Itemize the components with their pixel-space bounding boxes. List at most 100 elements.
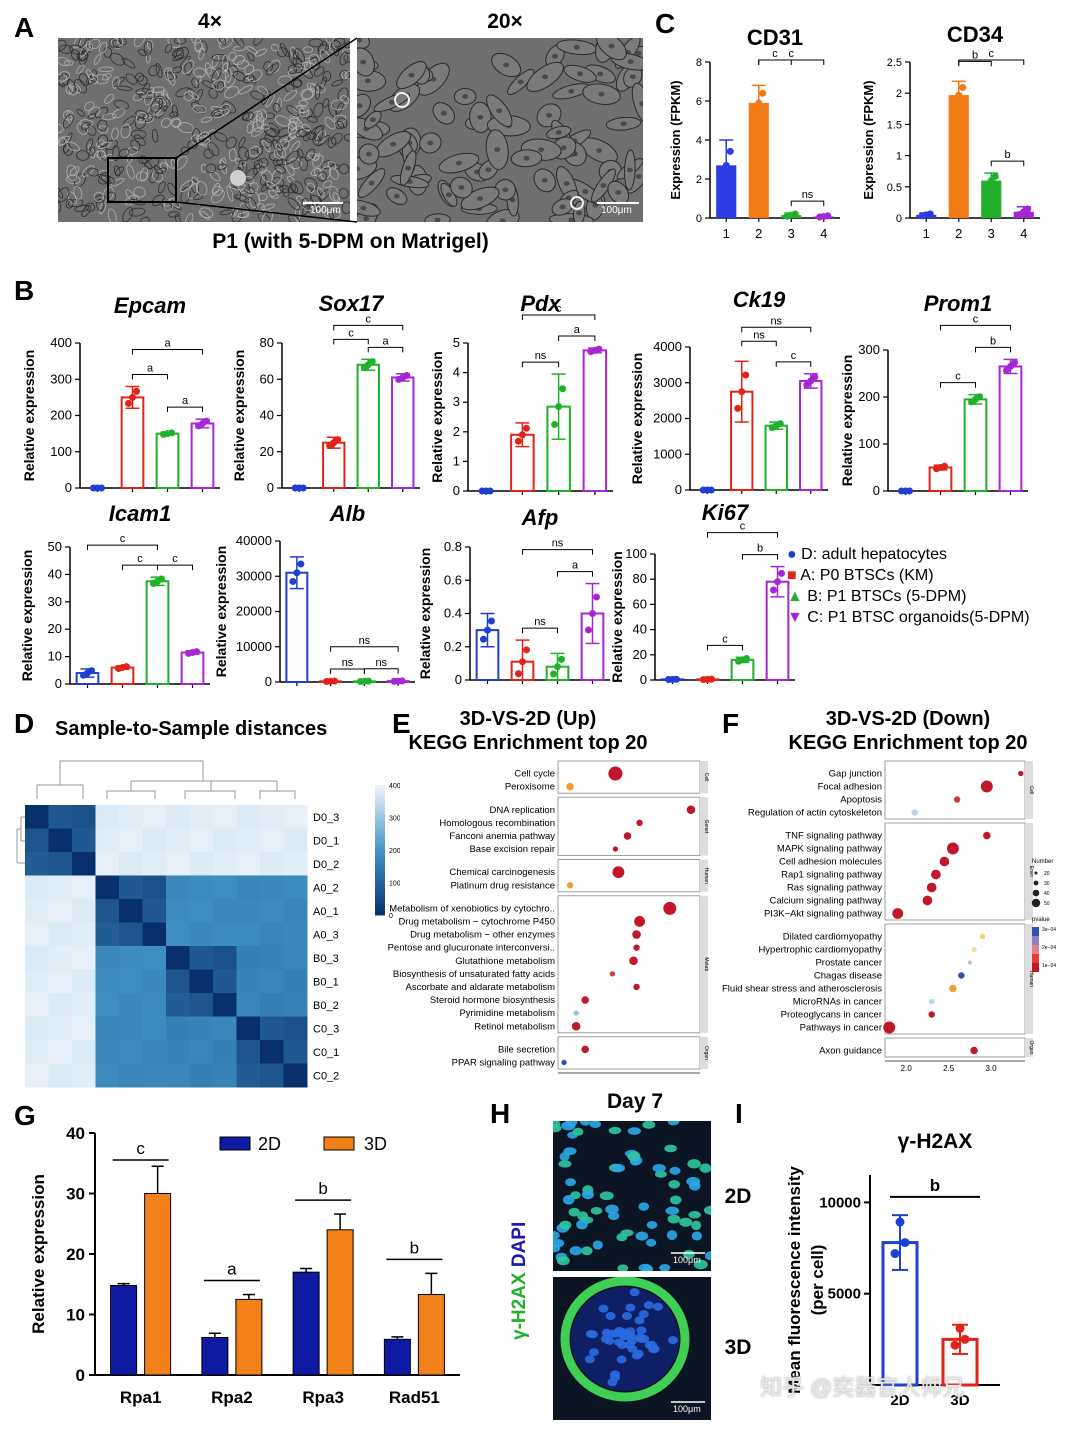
y-axis-label: Expression (FPKM): [861, 80, 876, 199]
significance-label: b: [972, 49, 978, 61]
colorbar-cell: [375, 807, 385, 812]
significance-bracket: [333, 338, 369, 345]
cell-shape: [333, 46, 340, 57]
cell-shape: [299, 156, 308, 171]
nucleus-stain: [588, 1348, 599, 1357]
heatmap-cell: [189, 1063, 214, 1088]
row-label: B0_1: [313, 977, 339, 989]
heatmap-cell: [283, 969, 308, 994]
cell-shape: [211, 67, 222, 83]
heatmap-cell: [236, 1016, 261, 1041]
term-dot: [946, 842, 959, 855]
heatmap-cell: [283, 1040, 308, 1064]
cell-shape: [164, 44, 173, 54]
cell-shape: [58, 71, 70, 82]
cell-shape: [303, 46, 313, 54]
cell-shape: [144, 90, 154, 106]
heatmap-cell: [236, 852, 261, 876]
nucleus-stain: [617, 1264, 629, 1271]
cell-shape: [265, 93, 275, 108]
cell-shape: [87, 113, 97, 120]
cell-shape: [316, 187, 325, 198]
colorbar-cell: [375, 869, 385, 874]
dotplot-title: 3D-VS-2D (Down): [826, 708, 990, 730]
cell-shape: [193, 67, 206, 78]
colorbar-tick: 0: [389, 913, 393, 920]
cell-shape: [111, 76, 120, 89]
heatmap-cell: [48, 946, 73, 970]
nucleus-stain: [704, 1251, 711, 1261]
cell-shape: [66, 79, 76, 93]
cell-shape: [297, 129, 308, 137]
data-point: [955, 1323, 965, 1333]
data-point: [364, 677, 372, 685]
nucleus: [502, 187, 509, 193]
cell-shape: [157, 181, 166, 194]
cell-shape: [287, 64, 297, 75]
cell-shape: [170, 197, 181, 208]
nucleus-stain: [635, 1231, 649, 1241]
cell-shape: [274, 115, 291, 127]
y-tick-label: 0: [65, 480, 72, 495]
significance-bracket: [132, 374, 168, 380]
nucleus-stain: [553, 1124, 562, 1133]
chart-title: Ck19: [733, 287, 786, 312]
bar: [155, 432, 180, 489]
cell-shape: [66, 174, 81, 185]
cell-shape: [89, 146, 96, 157]
cell-shape: [238, 136, 246, 149]
cell-shape: [236, 60, 249, 69]
nucleus-stain: [606, 1329, 617, 1338]
heatmap-cell: [166, 1063, 190, 1088]
cell-shape: [266, 181, 281, 193]
term-label: Ascorbate and aldarate metabolism: [406, 982, 556, 993]
x-tick-label: 3: [988, 226, 995, 241]
heatmap-cell: [283, 852, 308, 876]
data-point: [895, 1217, 905, 1227]
cell-shape: [292, 79, 302, 88]
dotplot-facet: [557, 1036, 701, 1070]
chart-title: Prom1: [924, 291, 992, 316]
cell-shape: [139, 216, 150, 222]
nucleus-stain: [609, 1370, 620, 1379]
data-point: [951, 99, 959, 107]
cell-shape: [80, 121, 90, 131]
chart-g-dna-repair: Relative expression 0 10 20 30 40 Rpa1 c Rpa2 a Rp…: [29, 1124, 460, 1407]
nucleus-stain: [559, 1220, 572, 1230]
cell-shape: [232, 55, 246, 66]
legend-size-dot: [1032, 889, 1040, 897]
colorbar-cell: [375, 817, 385, 822]
heatmap-cell: [260, 805, 284, 829]
nucleus: [629, 74, 636, 80]
data-point: [791, 210, 799, 218]
colorbar-cell: [375, 885, 385, 890]
facet-strip: [1025, 823, 1033, 920]
cell-shape: [89, 38, 101, 50]
cell-shape: [191, 176, 199, 185]
nucleus-stain: [607, 1378, 618, 1387]
colorbar-cell: [375, 889, 385, 893]
heatmap-cell: [260, 899, 284, 923]
bar: [928, 466, 953, 492]
term-label: Drug metabolism − other enzymes: [410, 930, 555, 941]
y-tick-label: 1.5: [887, 119, 902, 131]
cell-shape: [313, 152, 321, 162]
term-dot: [573, 1010, 579, 1016]
heatmap-cell: [72, 922, 96, 947]
heatmap-cell: [48, 922, 73, 947]
cell-shape: [302, 204, 311, 216]
cell-shape: [341, 70, 348, 80]
significance-bracket: [522, 627, 558, 634]
heatmap-cell: [213, 969, 237, 994]
heatmap-cell: [189, 969, 214, 994]
cell-shape: [290, 46, 298, 57]
term-label: Focal adhesion: [818, 782, 882, 793]
cell-shape: [187, 90, 200, 100]
nucleus: [542, 74, 549, 80]
term-dot: [931, 869, 941, 880]
cell-shape: [226, 185, 234, 202]
legend-groups: ● D: adult hepatocytes ■ A: P0 BTSCs (KM…: [787, 544, 1030, 628]
heatmap-cell: [95, 1063, 120, 1088]
cell-shape: [202, 80, 217, 89]
heatmap-cell: [95, 852, 120, 876]
